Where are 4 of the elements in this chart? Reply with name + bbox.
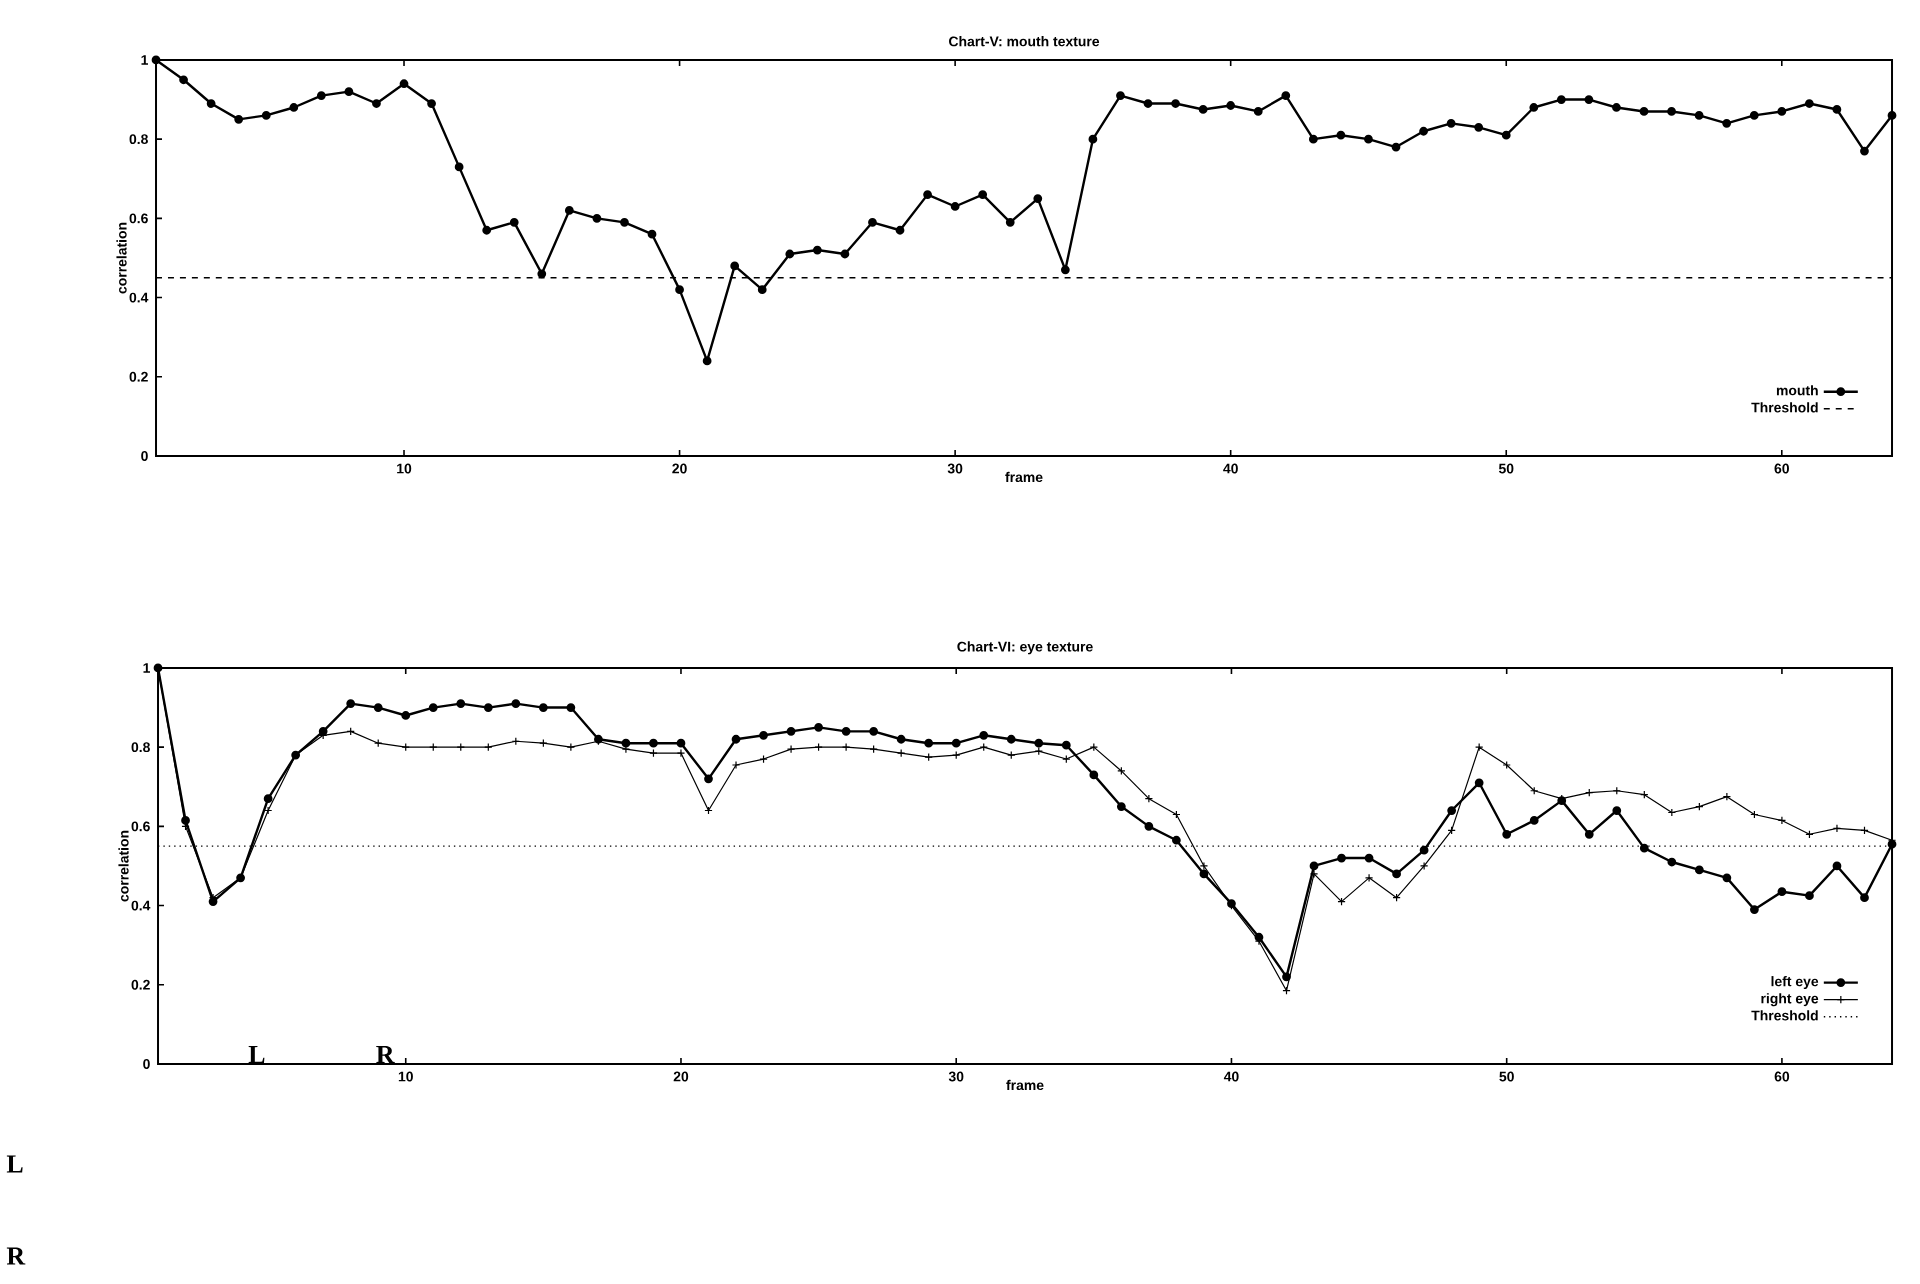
annotation: R [376, 1046, 395, 1063]
annotation: L [248, 1046, 265, 1063]
text: L [6, 1155, 23, 1173]
text: R [6, 1247, 26, 1265]
